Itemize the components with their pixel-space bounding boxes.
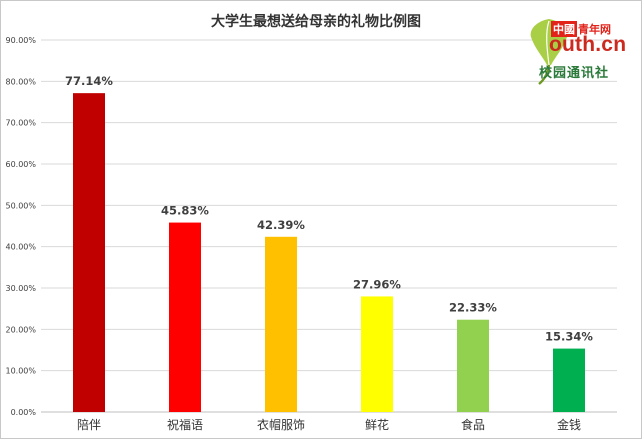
bar xyxy=(73,93,105,412)
gridlines xyxy=(41,39,617,413)
category-label: 衣帽服饰 xyxy=(257,417,305,432)
y-axis-tick-labels: 0.00% 10.00% 20.00% 30.00% 40.00% 50.00% 60.00… xyxy=(5,36,36,417)
category-label: 祝福语 xyxy=(167,417,203,432)
bar xyxy=(169,222,201,412)
logo-china-text: 中國 xyxy=(551,21,577,37)
data-label: 45.83% xyxy=(161,204,209,218)
logo-campus-text: 校园通讯社 xyxy=(539,66,610,81)
y-tick-label: 30.00% xyxy=(5,284,36,293)
category-label: 金钱 xyxy=(557,417,581,432)
bar xyxy=(457,319,489,412)
y-tick-label: 90.00% xyxy=(5,36,36,45)
bars xyxy=(73,93,585,412)
category-label: 食品 xyxy=(461,417,485,432)
y-tick-label: 60.00% xyxy=(5,160,36,169)
logo-top-text: 中國 青年网 xyxy=(551,21,611,37)
y-tick-label: 80.00% xyxy=(5,77,36,86)
bar xyxy=(553,348,585,412)
data-labels: 77.14% 45.83% 42.39% 27.96% 22.33% 15.34% xyxy=(65,74,593,343)
logo-domain-text: outh.cn xyxy=(549,33,627,56)
y-tick-label: 40.00% xyxy=(5,243,36,252)
chart-title: 大学生最想送给母亲的礼物比例图 xyxy=(211,14,421,30)
category-labels: 陪伴 祝福语 衣帽服饰 鲜花 食品 金钱 xyxy=(77,417,581,432)
category-label: 陪伴 xyxy=(77,417,101,432)
bar xyxy=(361,296,393,412)
data-label: 15.34% xyxy=(545,330,593,344)
category-label: 鲜花 xyxy=(365,417,389,432)
bar xyxy=(265,236,297,412)
y-tick-label: 50.00% xyxy=(5,201,36,210)
data-label: 77.14% xyxy=(65,74,113,88)
y-tick-label: 0.00% xyxy=(11,408,37,417)
data-label: 42.39% xyxy=(257,218,305,232)
y-tick-label: 20.00% xyxy=(5,325,36,334)
data-label: 22.33% xyxy=(449,301,497,315)
y-tick-label: 10.00% xyxy=(5,367,36,376)
youth-cn-logo: 中國 青年网 outh.cn 校园通讯社 xyxy=(529,19,635,89)
data-label: 27.96% xyxy=(353,277,401,291)
y-tick-label: 70.00% xyxy=(5,119,36,128)
logo-youth-text: 青年网 xyxy=(578,23,611,36)
